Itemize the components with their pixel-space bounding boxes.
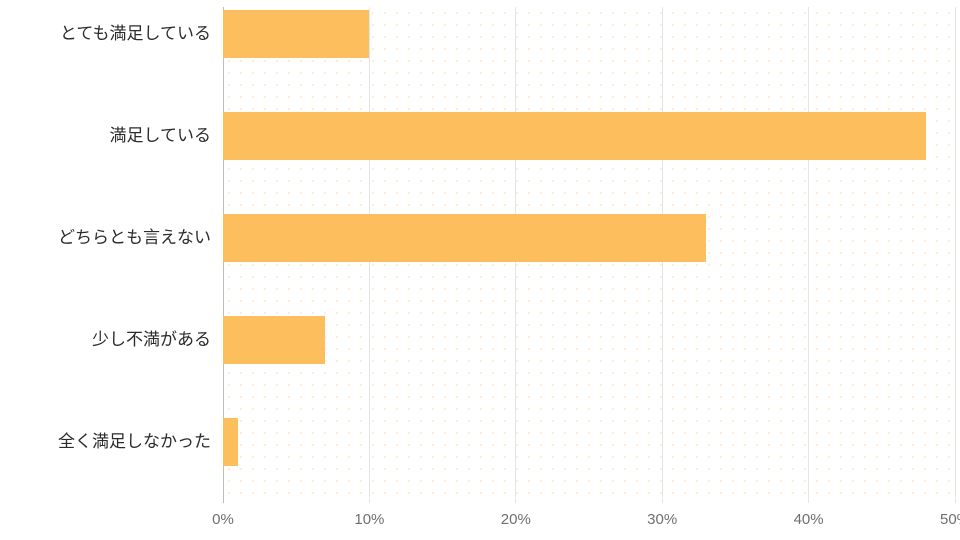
bar [223, 112, 926, 160]
bar [223, 10, 369, 58]
gridline [808, 7, 809, 503]
category-label: 全く満足しなかった [58, 430, 211, 454]
satisfaction-bar-chart: とても満足している満足しているどちらとも言えない少し不満がある全く満足しなかった… [0, 0, 960, 540]
x-tick-label: 0% [212, 511, 234, 528]
bar [223, 316, 325, 364]
category-label: とても満足している [60, 22, 211, 46]
category-label: 少し不満がある [92, 328, 211, 352]
x-tick-label: 10% [354, 511, 384, 528]
x-tick-label: 30% [647, 511, 677, 528]
x-tick-label: 50% [940, 511, 960, 528]
category-label: 満足している [110, 124, 212, 148]
category-label: どちらとも言えない [58, 226, 211, 250]
gridline [955, 7, 956, 503]
bar [223, 418, 238, 466]
x-tick-label: 20% [501, 511, 531, 528]
bar [223, 214, 706, 262]
x-tick-label: 40% [794, 511, 824, 528]
